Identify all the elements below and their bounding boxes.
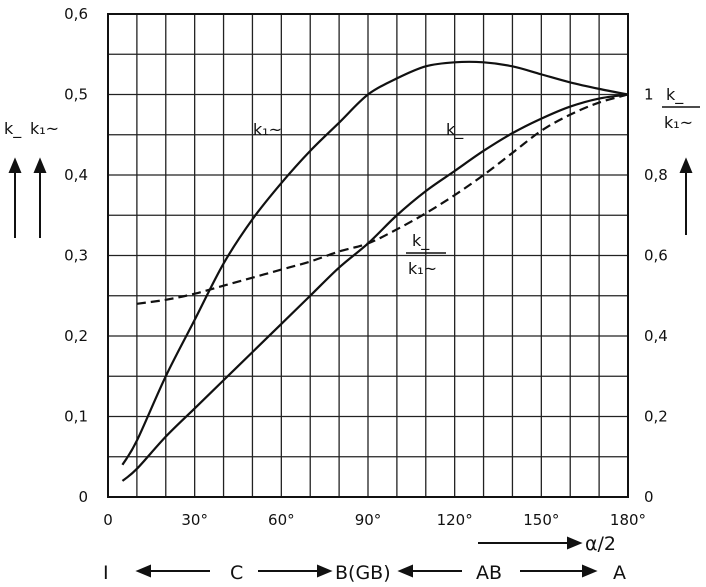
left-axis-arrows xyxy=(8,157,47,238)
bottom-axis-ticks: 0 30° 60° 90° 120° 150° 180° xyxy=(103,511,646,529)
bottom-tick-label: 60° xyxy=(268,511,295,529)
left-tick-label: 0,1 xyxy=(64,408,88,426)
region-label-a: A xyxy=(613,562,626,584)
left-tick-label: 0,6 xyxy=(64,5,88,23)
left-axis-label-k1: k₁~ xyxy=(30,119,59,138)
right-axis-arrow xyxy=(679,157,693,235)
curve-label-ratio-num: k_ xyxy=(412,231,430,251)
bottom-tick-label: 0 xyxy=(103,511,113,529)
left-tick-label: 0,4 xyxy=(64,166,88,184)
curve-label-ratio-den: k₁~ xyxy=(408,259,437,278)
series-layer xyxy=(121,60,629,482)
left-tick-label: 0,3 xyxy=(64,247,88,265)
right-tick-label: 0,2 xyxy=(644,408,668,426)
region-label-b-gb: B(GB) xyxy=(335,562,391,584)
grid xyxy=(108,14,628,497)
left-tick-label: 0,2 xyxy=(64,327,88,345)
right-tick-label: 0,6 xyxy=(644,247,668,265)
plot-frame xyxy=(107,13,629,498)
left-tick-label: 0 xyxy=(78,488,88,506)
curve-label-k1: k₁~ xyxy=(253,120,282,139)
left-tick-label: 0,5 xyxy=(64,86,88,104)
bottom-tick-label: 90° xyxy=(355,511,382,529)
curve-label-k: k_ xyxy=(446,120,464,140)
series-line-2 xyxy=(136,93,629,305)
series-line-0 xyxy=(121,60,629,466)
right-tick-label: 1 xyxy=(644,86,654,104)
x-axis-label: α/2 xyxy=(585,533,616,555)
right-tick-label: 0,4 xyxy=(644,327,668,345)
regions-row: I C B(GB) AB A xyxy=(103,562,626,584)
series-line-1 xyxy=(121,93,629,482)
bottom-tick-label: 150° xyxy=(523,511,559,529)
region-label-ab: AB xyxy=(476,562,502,584)
right-axis-ticks: 0 0,2 0,4 0,6 0,8 1 xyxy=(644,86,668,507)
bottom-tick-label: 120° xyxy=(437,511,473,529)
left-axis-ticks: 0 0,1 0,2 0,3 0,4 0,5 0,6 xyxy=(64,5,88,506)
x-axis-arrow xyxy=(478,536,583,550)
left-axis-label-k: k_ xyxy=(4,119,22,139)
bottom-tick-label: 180° xyxy=(610,511,646,529)
right-tick-label: 0 xyxy=(644,488,654,506)
region-label-c: C xyxy=(230,562,243,584)
right-axis-label-num: k_ xyxy=(666,85,684,105)
bottom-tick-label: 30° xyxy=(181,511,208,529)
right-axis-label-den: k₁~ xyxy=(664,113,693,132)
right-tick-label: 0,8 xyxy=(644,166,668,184)
region-start-mark: I xyxy=(103,562,109,584)
